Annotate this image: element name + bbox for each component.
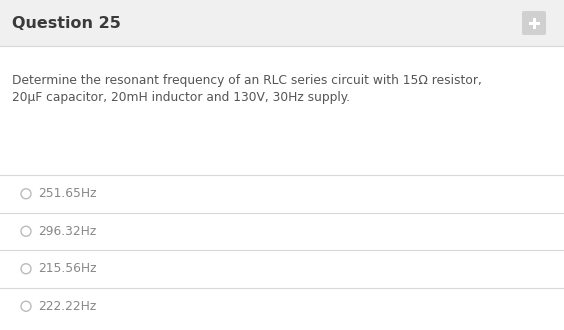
Bar: [0, 0, 564, 46]
Text: 20μF capacitor, 20mH inductor and 130V, 30Hz supply.: 20μF capacitor, 20mH inductor and 130V, …: [12, 91, 350, 104]
Text: 222.22Hz: 222.22Hz: [38, 300, 96, 313]
Text: Determine the resonant frequency of an RLC series circuit with 15Ω resistor,: Determine the resonant frequency of an R…: [12, 74, 482, 87]
Text: 215.56Hz: 215.56Hz: [38, 262, 96, 275]
Text: Question 25: Question 25: [12, 16, 121, 30]
Text: 296.32Hz: 296.32Hz: [38, 225, 96, 238]
Bar: [532, 17, 535, 28]
Bar: [528, 21, 540, 24]
Text: 251.65Hz: 251.65Hz: [38, 187, 96, 200]
FancyBboxPatch shape: [522, 11, 546, 35]
